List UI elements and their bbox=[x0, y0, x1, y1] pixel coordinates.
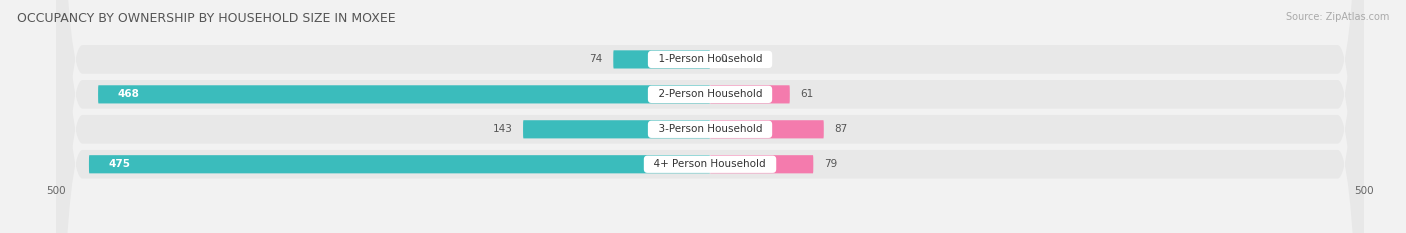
Text: 3-Person Household: 3-Person Household bbox=[651, 124, 769, 134]
Text: 0: 0 bbox=[720, 55, 727, 64]
FancyBboxPatch shape bbox=[710, 155, 813, 173]
Text: 74: 74 bbox=[589, 55, 603, 64]
Text: Source: ZipAtlas.com: Source: ZipAtlas.com bbox=[1285, 12, 1389, 22]
FancyBboxPatch shape bbox=[710, 120, 824, 138]
Text: 61: 61 bbox=[800, 89, 814, 99]
FancyBboxPatch shape bbox=[710, 85, 790, 103]
Text: 143: 143 bbox=[492, 124, 513, 134]
Text: 79: 79 bbox=[824, 159, 837, 169]
Text: 475: 475 bbox=[108, 159, 131, 169]
Text: 87: 87 bbox=[834, 124, 848, 134]
FancyBboxPatch shape bbox=[89, 155, 710, 173]
Text: 468: 468 bbox=[118, 89, 139, 99]
Text: 4+ Person Household: 4+ Person Household bbox=[648, 159, 772, 169]
FancyBboxPatch shape bbox=[56, 0, 1364, 233]
Legend: Owner-occupied, Renter-occupied: Owner-occupied, Renter-occupied bbox=[596, 231, 824, 233]
FancyBboxPatch shape bbox=[523, 120, 710, 138]
FancyBboxPatch shape bbox=[613, 50, 710, 69]
FancyBboxPatch shape bbox=[56, 0, 1364, 233]
FancyBboxPatch shape bbox=[98, 85, 710, 103]
Text: OCCUPANCY BY OWNERSHIP BY HOUSEHOLD SIZE IN MOXEE: OCCUPANCY BY OWNERSHIP BY HOUSEHOLD SIZE… bbox=[17, 12, 395, 25]
FancyBboxPatch shape bbox=[56, 0, 1364, 233]
Text: 2-Person Household: 2-Person Household bbox=[651, 89, 769, 99]
Text: 1-Person Household: 1-Person Household bbox=[651, 55, 769, 64]
FancyBboxPatch shape bbox=[56, 0, 1364, 233]
